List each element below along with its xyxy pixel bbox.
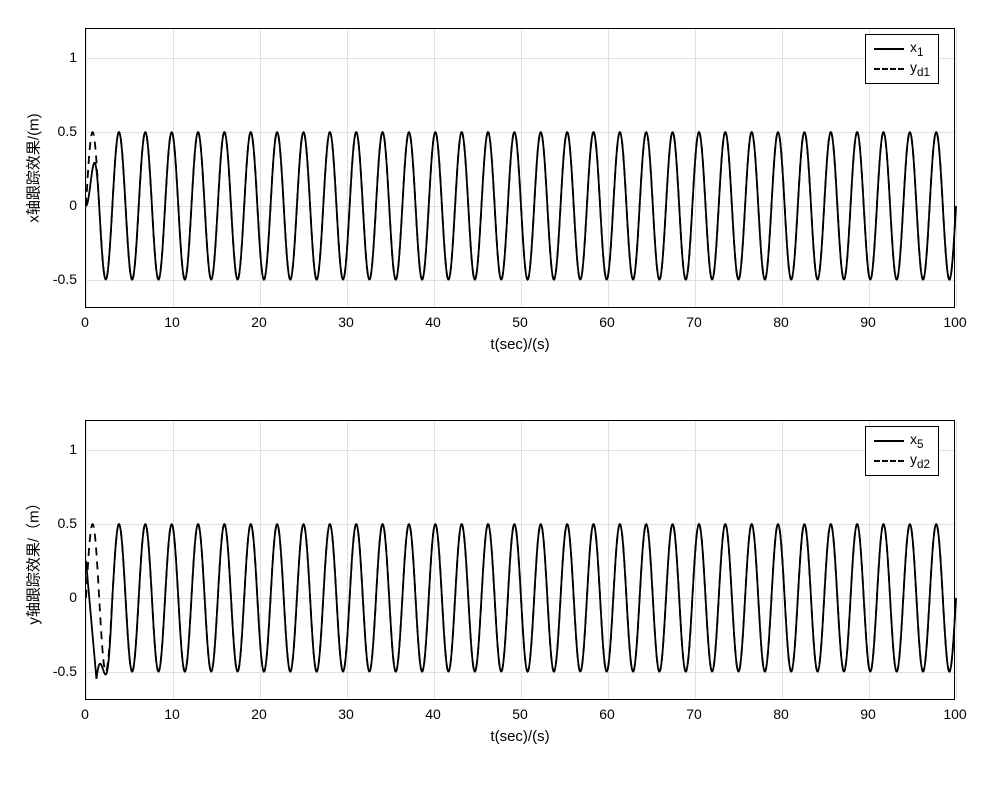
xtick-label: 60	[599, 706, 615, 722]
legend-label: x5	[910, 431, 923, 451]
ytick-label: -0.5	[53, 663, 77, 679]
legend-line-icon	[874, 440, 904, 442]
xtick-label: 10	[164, 706, 180, 722]
ytick-label: 1	[69, 441, 77, 457]
xtick-label: 80	[773, 706, 789, 722]
legend-label-main: y	[910, 451, 917, 467]
legend-label-sub: 5	[917, 438, 923, 451]
xlabel-bottom: t(sec)/(s)	[490, 728, 549, 745]
xtick-label: 90	[860, 706, 876, 722]
legend-label-sub: d2	[917, 458, 930, 471]
figure: 0 10 20 30 40 50 60 70 80 90 100 -0.5 0 0.5 1 t(sec)/(s…	[0, 0, 1000, 785]
legend-bottom: x5yd2	[865, 426, 939, 476]
xtick-label: 50	[512, 706, 528, 722]
xtick-label: 100	[943, 706, 966, 722]
xtick-label: 20	[251, 706, 267, 722]
ylabel-bottom: y轴跟踪效果/（m）	[23, 495, 44, 624]
legend-item-x5: x5	[874, 431, 930, 451]
ytick-label: 0	[69, 589, 77, 605]
xtick-label: 30	[338, 706, 354, 722]
legend-item-yd2: yd2	[874, 451, 930, 471]
legend-label-main: x	[910, 431, 917, 447]
ytick-label: 0.5	[58, 515, 77, 531]
plot-area-bottom	[85, 420, 955, 700]
legend-label: yd2	[910, 451, 930, 471]
gridline-v	[956, 421, 957, 699]
xtick-label: 70	[686, 706, 702, 722]
xtick-label: 40	[425, 706, 441, 722]
subplot-bottom: 0 10 20 30 40 50 60 70 80 90 100 -0.5 0 0.5 1 t(sec)/(s…	[0, 0, 1000, 785]
xtick-label: 0	[81, 706, 89, 722]
legend-line-icon	[874, 460, 904, 462]
plot-svg-bottom	[86, 421, 954, 699]
